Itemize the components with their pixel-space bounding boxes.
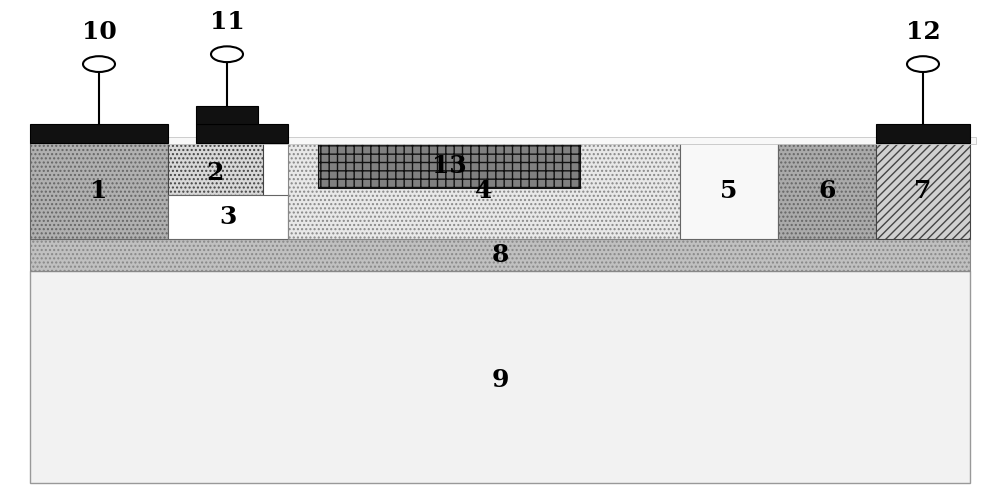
Text: 6: 6 xyxy=(818,179,836,203)
Text: 9: 9 xyxy=(491,368,509,391)
Text: 7: 7 xyxy=(914,179,932,203)
Text: 12: 12 xyxy=(906,20,940,44)
Bar xyxy=(318,143,580,188)
Text: 11: 11 xyxy=(210,10,244,34)
Bar xyxy=(30,239,970,271)
Bar xyxy=(196,124,288,143)
Bar xyxy=(30,143,168,239)
Text: 2: 2 xyxy=(206,161,224,184)
Bar xyxy=(168,137,976,144)
Text: 13: 13 xyxy=(432,154,466,177)
Circle shape xyxy=(907,56,939,72)
Bar xyxy=(168,195,288,239)
Bar xyxy=(876,124,970,143)
Text: 5: 5 xyxy=(720,179,738,203)
Bar xyxy=(196,106,258,124)
Text: 10: 10 xyxy=(82,20,116,44)
Bar xyxy=(168,143,263,195)
Bar xyxy=(778,143,876,239)
Text: 3: 3 xyxy=(219,205,237,229)
Bar xyxy=(30,271,970,483)
Text: 1: 1 xyxy=(90,179,108,203)
Text: 8: 8 xyxy=(491,243,509,267)
Circle shape xyxy=(83,56,115,72)
Bar xyxy=(288,143,680,239)
Bar xyxy=(680,143,778,239)
Circle shape xyxy=(211,46,243,62)
Bar xyxy=(876,143,970,239)
Bar xyxy=(30,124,168,143)
Text: 4: 4 xyxy=(475,179,493,203)
